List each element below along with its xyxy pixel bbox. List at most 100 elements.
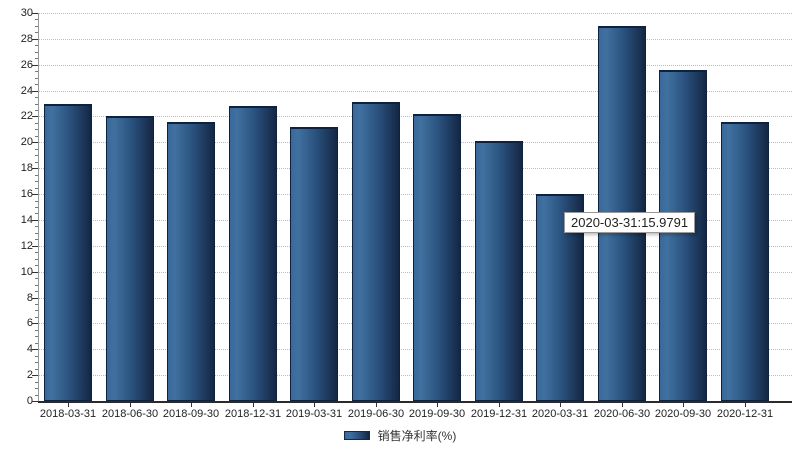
x-tick-label: 2020-06-30 bbox=[593, 408, 651, 420]
y-tick-label: 30 bbox=[20, 7, 33, 19]
y-minor-tick bbox=[35, 213, 38, 214]
y-minor-tick bbox=[35, 388, 38, 389]
x-tick bbox=[68, 403, 69, 407]
legend-label: 销售净利率(%) bbox=[377, 429, 457, 443]
y-minor-tick bbox=[35, 84, 38, 85]
y-tick-label: 20 bbox=[20, 136, 33, 148]
bar-2019-06-30[interactable] bbox=[352, 102, 400, 401]
y-major-tick bbox=[32, 194, 38, 195]
y-major-tick bbox=[32, 298, 38, 299]
bar-2020-12-31[interactable] bbox=[721, 122, 769, 401]
y-tick-label: 28 bbox=[20, 33, 33, 45]
bar-2019-03-31[interactable] bbox=[290, 127, 338, 401]
x-tick bbox=[191, 403, 192, 407]
y-tick-label: 18 bbox=[20, 162, 33, 174]
x-tick bbox=[622, 403, 623, 407]
x-tick-label: 2018-12-31 bbox=[224, 408, 282, 420]
y-minor-tick bbox=[35, 369, 38, 370]
y-minor-tick bbox=[35, 330, 38, 331]
x-tick-label: 2018-06-30 bbox=[101, 408, 159, 420]
gridline-y30 bbox=[39, 13, 792, 14]
x-tick-label: 2020-03-31 bbox=[531, 408, 589, 420]
tooltip: 2020-03-31:15.9791 bbox=[564, 212, 696, 233]
gridline-y26 bbox=[39, 65, 792, 66]
y-major-tick bbox=[32, 246, 38, 247]
y-major-tick bbox=[32, 323, 38, 324]
y-minor-tick bbox=[35, 26, 38, 27]
bar-2019-09-30[interactable] bbox=[413, 114, 461, 401]
x-tick-label: 2018-03-31 bbox=[39, 408, 97, 420]
y-minor-tick bbox=[35, 278, 38, 279]
y-tick-label: 22 bbox=[20, 110, 33, 122]
x-tick-label: 2020-12-31 bbox=[716, 408, 774, 420]
y-minor-tick bbox=[35, 155, 38, 156]
y-tick-label: 4 bbox=[26, 343, 33, 355]
x-tick-label: 2018-09-30 bbox=[162, 408, 220, 420]
y-minor-tick bbox=[35, 304, 38, 305]
x-tick bbox=[437, 403, 438, 407]
y-minor-tick bbox=[35, 136, 38, 137]
y-minor-tick bbox=[35, 285, 38, 286]
bar-2018-12-31[interactable] bbox=[229, 106, 277, 401]
y-minor-tick bbox=[35, 97, 38, 98]
bar-2019-12-31[interactable] bbox=[475, 141, 523, 401]
y-tick-label: 6 bbox=[26, 317, 33, 329]
y-minor-tick bbox=[35, 32, 38, 33]
y-major-tick bbox=[32, 349, 38, 350]
y-minor-tick bbox=[35, 78, 38, 79]
y-minor-tick bbox=[35, 149, 38, 150]
y-major-tick bbox=[32, 168, 38, 169]
y-minor-tick bbox=[35, 239, 38, 240]
y-major-tick bbox=[32, 375, 38, 376]
x-tick-label: 2019-09-30 bbox=[408, 408, 466, 420]
bar-2018-03-31[interactable] bbox=[44, 104, 92, 401]
y-minor-tick bbox=[35, 395, 38, 396]
y-tick-label: 0 bbox=[26, 395, 33, 407]
bar-2018-06-30[interactable] bbox=[106, 116, 154, 401]
y-minor-tick bbox=[35, 58, 38, 59]
legend-swatch-icon bbox=[343, 431, 370, 440]
y-minor-tick bbox=[35, 362, 38, 363]
y-minor-tick bbox=[35, 343, 38, 344]
x-tick bbox=[314, 403, 315, 407]
x-tick bbox=[745, 403, 746, 407]
x-tick bbox=[376, 403, 377, 407]
y-minor-tick bbox=[35, 265, 38, 266]
y-minor-tick bbox=[35, 123, 38, 124]
y-minor-tick bbox=[35, 259, 38, 260]
y-minor-tick bbox=[35, 317, 38, 318]
x-tick-label: 2019-12-31 bbox=[470, 408, 528, 420]
y-major-tick bbox=[32, 401, 38, 402]
y-minor-tick bbox=[35, 233, 38, 234]
y-major-tick bbox=[32, 142, 38, 143]
x-tick-label: 2019-03-31 bbox=[285, 408, 343, 420]
y-tick-label: 26 bbox=[20, 59, 33, 71]
x-tick-label: 2020-09-30 bbox=[654, 408, 712, 420]
y-major-tick bbox=[32, 272, 38, 273]
y-minor-tick bbox=[35, 201, 38, 202]
y-major-tick bbox=[32, 220, 38, 221]
y-minor-tick bbox=[35, 175, 38, 176]
y-major-tick bbox=[32, 13, 38, 14]
y-minor-tick bbox=[35, 52, 38, 53]
y-minor-tick bbox=[35, 19, 38, 20]
y-minor-tick bbox=[35, 336, 38, 337]
bar-2018-09-30[interactable] bbox=[167, 122, 215, 401]
y-minor-tick bbox=[35, 129, 38, 130]
y-minor-tick bbox=[35, 45, 38, 46]
bar-2020-09-30[interactable] bbox=[659, 70, 707, 401]
y-tick-label: 24 bbox=[20, 85, 33, 97]
y-minor-tick bbox=[35, 252, 38, 253]
y-minor-tick bbox=[35, 181, 38, 182]
x-tick bbox=[683, 403, 684, 407]
legend[interactable]: 销售净利率(%) bbox=[0, 427, 800, 444]
x-tick bbox=[130, 403, 131, 407]
x-axis bbox=[38, 401, 792, 403]
gridline-y24 bbox=[39, 91, 792, 92]
y-tick-label: 2 bbox=[26, 369, 33, 381]
y-minor-tick bbox=[35, 162, 38, 163]
x-tick-label: 2019-06-30 bbox=[347, 408, 405, 420]
y-tick-label: 8 bbox=[26, 292, 33, 304]
y-major-tick bbox=[32, 116, 38, 117]
y-minor-tick bbox=[35, 110, 38, 111]
